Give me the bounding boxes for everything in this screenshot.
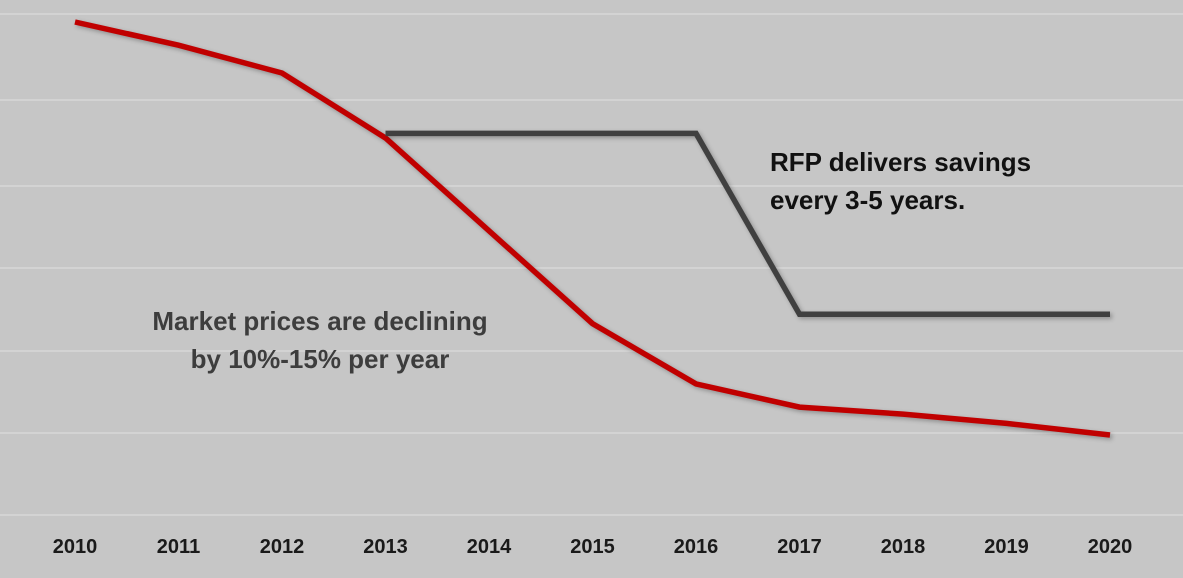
- annotation-rfp-savings: RFP delivers savings every 3-5 years.: [770, 147, 1032, 215]
- x-tick-label-2012: 2012: [259, 536, 305, 558]
- x-tick-label-2010: 2010: [52, 536, 98, 558]
- x-tick-label-2015: 2015: [570, 536, 615, 558]
- x-tick-label-2018: 2018: [880, 536, 926, 558]
- x-tick-label-2019: 2019: [984, 536, 1029, 558]
- x-tick-label-2020: 2020: [1087, 536, 1133, 558]
- gridlines: [0, 13, 1183, 516]
- x-tick-label-2017: 2017: [777, 536, 822, 558]
- x-tick-label-2016: 2016: [673, 536, 719, 558]
- market-price-line: [74, 19, 1111, 438]
- annotation-market-prices: Market prices are declining by 10%-15% p…: [152, 306, 488, 374]
- x-axis: 2010 2011 2012 2013 2014 2015 2016 2017 2018 2019…: [0, 536, 1183, 566]
- series-lines: [74, 19, 1111, 438]
- x-tick-label-2013: 2013: [363, 536, 408, 558]
- rfp-price-line: [385, 130, 1110, 318]
- x-tick-label-2014: 2014: [466, 536, 512, 558]
- x-tick-label-2011: 2011: [156, 536, 201, 558]
